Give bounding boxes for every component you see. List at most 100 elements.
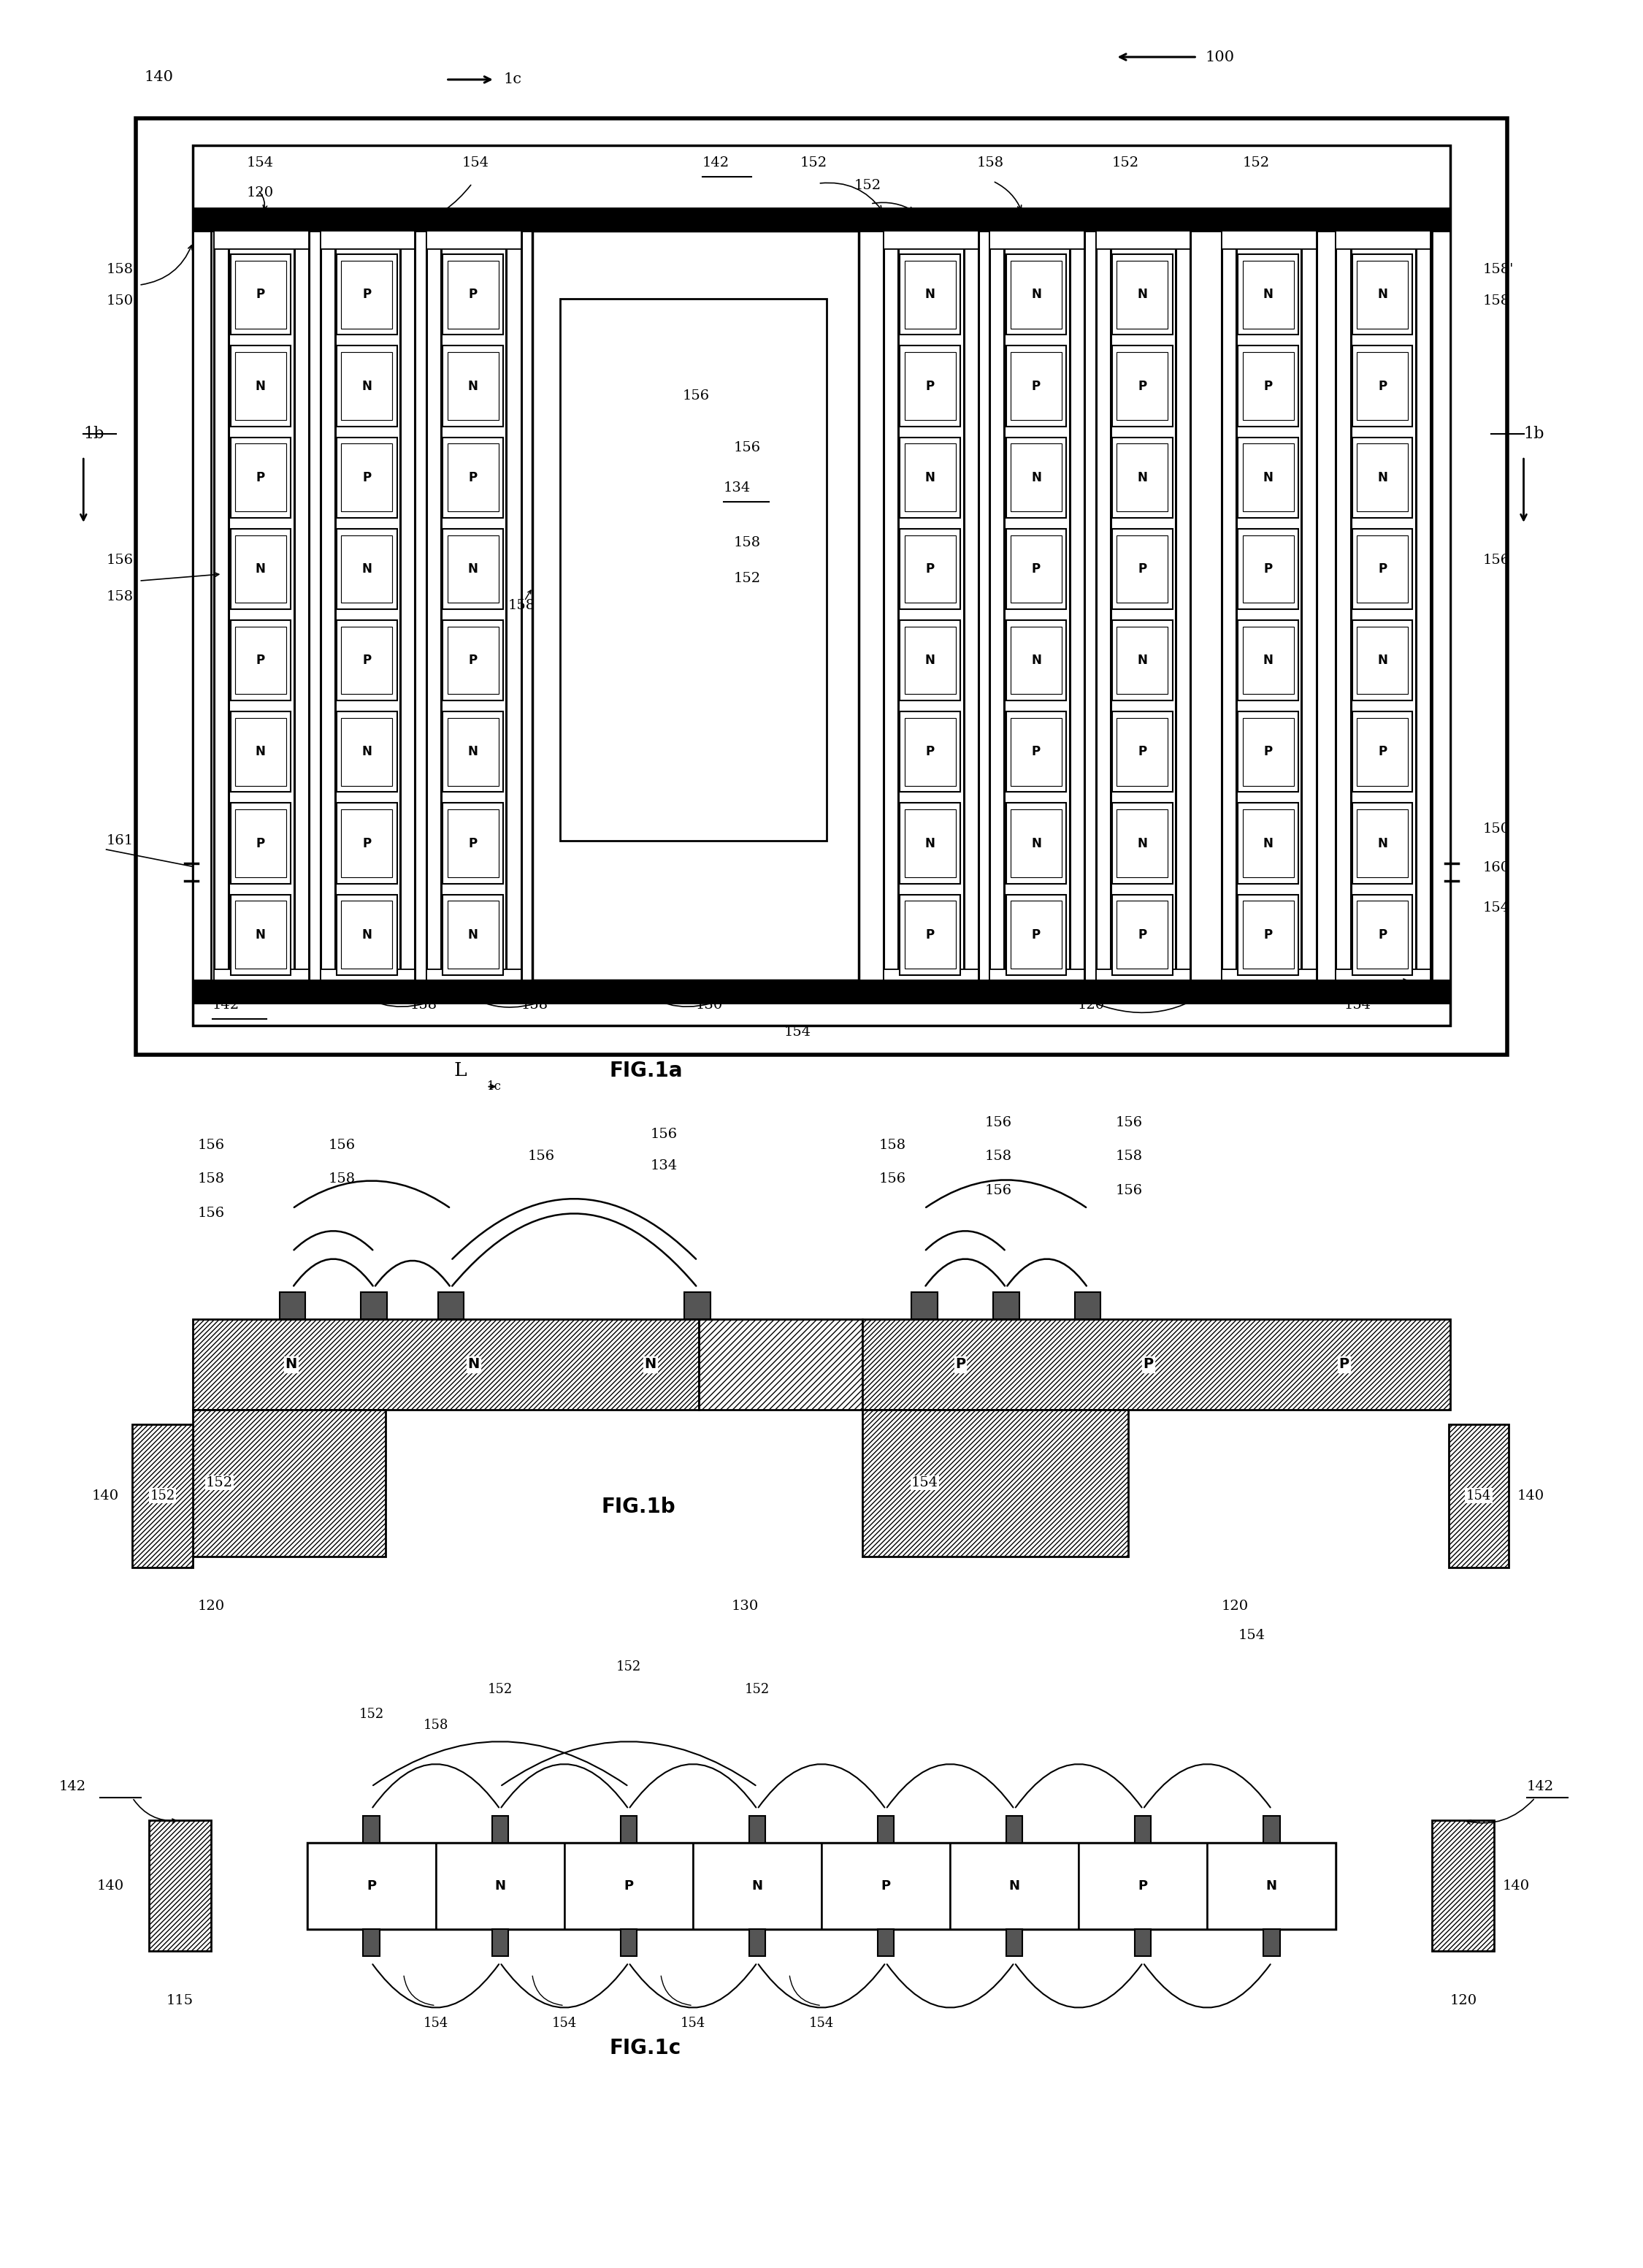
Text: N: N (1263, 653, 1273, 667)
Bar (426, 231, 521, 249)
Text: 130: 130 (695, 998, 723, 1012)
Text: P: P (1139, 562, 1147, 576)
Bar (900, 528, 960, 610)
Bar (950, 1844, 1079, 1928)
Text: 158': 158' (1484, 263, 1513, 277)
Text: P: P (1339, 1356, 1349, 1372)
Bar (1357, 626, 1408, 694)
Text: N: N (468, 1356, 480, 1372)
Bar (1416, 231, 1431, 980)
Bar (1242, 261, 1293, 329)
Bar (1006, 345, 1066, 426)
Text: 120: 120 (197, 1599, 225, 1613)
Bar (342, 535, 393, 603)
Text: 100: 100 (1206, 50, 1234, 64)
Text: N: N (284, 1356, 297, 1372)
Bar (1112, 894, 1173, 975)
Bar (1117, 261, 1168, 329)
Bar (235, 626, 286, 694)
Bar (1352, 712, 1413, 792)
Bar (447, 810, 498, 878)
Text: 130: 130 (731, 1599, 759, 1613)
Text: N: N (1263, 837, 1273, 850)
Bar (884, 968, 978, 980)
Text: 154: 154 (462, 156, 490, 170)
Bar (877, 1817, 894, 1844)
Bar (1263, 1817, 1280, 1844)
Bar (963, 231, 978, 980)
Text: 142: 142 (59, 1780, 85, 1794)
Bar (1242, 535, 1293, 603)
Bar (307, 1844, 435, 1928)
Text: P: P (1032, 746, 1040, 758)
Text: 154: 154 (1484, 903, 1510, 914)
Bar (900, 712, 960, 792)
Text: P: P (881, 1880, 891, 1892)
Bar (900, 438, 960, 517)
Bar (442, 894, 503, 975)
Text: P: P (1378, 562, 1387, 576)
Text: 154: 154 (1237, 1628, 1265, 1642)
Text: P: P (363, 837, 371, 850)
Bar (685, 1293, 710, 1320)
Text: N: N (361, 379, 371, 392)
Bar (1176, 231, 1191, 980)
Text: P: P (363, 653, 371, 667)
Text: 142: 142 (702, 156, 729, 170)
Bar (1010, 445, 1061, 510)
Text: N: N (1267, 1880, 1277, 1892)
Bar (447, 445, 498, 510)
Text: P: P (1032, 379, 1040, 392)
Text: 156: 156 (197, 1139, 225, 1152)
Bar (1449, 1424, 1508, 1567)
Bar (1237, 619, 1298, 701)
Text: 156: 156 (1116, 1116, 1142, 1129)
Bar (905, 900, 956, 968)
Text: N: N (1137, 288, 1147, 302)
Text: 158': 158' (521, 998, 552, 1012)
Text: N: N (925, 288, 935, 302)
Bar (1096, 968, 1191, 980)
Bar (564, 1844, 693, 1928)
Bar (342, 900, 393, 968)
Bar (447, 535, 498, 603)
Text: 154: 154 (784, 1025, 812, 1039)
Bar (361, 1293, 388, 1320)
Bar (192, 209, 1451, 231)
Bar (1096, 231, 1111, 980)
Bar (621, 1928, 637, 1955)
Text: 140: 140 (1502, 1880, 1530, 1892)
Bar (1237, 894, 1298, 975)
Text: P: P (363, 288, 371, 302)
Bar (235, 719, 286, 785)
Text: N: N (1377, 288, 1387, 302)
Text: 152: 152 (800, 156, 828, 170)
Text: P: P (366, 1880, 376, 1892)
Bar (1006, 619, 1066, 701)
Text: N: N (752, 1880, 762, 1892)
Text: N: N (468, 746, 478, 758)
Bar (905, 626, 956, 694)
Text: 152: 152 (1242, 156, 1270, 170)
Bar (192, 980, 1451, 1002)
Bar (1075, 1293, 1101, 1320)
Bar (279, 1293, 306, 1320)
Bar (214, 231, 228, 980)
Text: 154: 154 (1344, 998, 1372, 1012)
Bar (435, 1844, 564, 1928)
Text: P: P (256, 837, 265, 850)
Text: 120: 120 (1078, 998, 1106, 1012)
Bar (989, 231, 1084, 249)
Bar (863, 1320, 1451, 1408)
Bar (1237, 438, 1298, 517)
Text: N: N (1137, 653, 1147, 667)
Text: P: P (1139, 1880, 1148, 1892)
Bar (1006, 1817, 1022, 1844)
Bar (1301, 231, 1316, 980)
Bar (337, 254, 398, 336)
Bar (1242, 900, 1293, 968)
Bar (342, 626, 393, 694)
Bar (1006, 1928, 1022, 1955)
Bar (1242, 810, 1293, 878)
Bar (1135, 1928, 1152, 1955)
